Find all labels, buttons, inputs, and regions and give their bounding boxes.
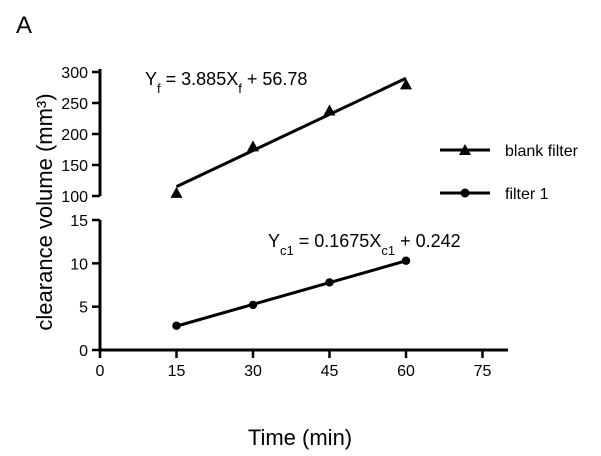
legend-marker-circle [460, 188, 470, 198]
point-blank-filter [323, 104, 336, 116]
fit-line-blank-filter [175, 76, 407, 189]
plot-marks [170, 76, 412, 330]
point-filter-1 [325, 278, 334, 287]
lower-y-tick-label: 10 [70, 256, 88, 273]
point-blank-filter [170, 186, 183, 198]
x-tick-label: 45 [321, 363, 339, 380]
upper-y-tick-label: 250 [61, 96, 88, 113]
fit-line-filter-1 [176, 259, 407, 328]
y-axis-title: clearance volume (mm³) [32, 93, 57, 330]
point-blank-filter [247, 140, 259, 152]
upper-y-axis: 100 150 200 250 300 [61, 65, 102, 206]
legend-marker-triangle [459, 144, 471, 155]
x-axis-title: Time (min) [248, 425, 352, 450]
upper-y-tick-label: 150 [61, 158, 88, 175]
legend: blank filter filter 1 [440, 143, 579, 203]
x-tick-label: 15 [168, 363, 186, 380]
lower-y-tick-label: 5 [79, 300, 88, 317]
x-tick-label: 30 [244, 363, 262, 380]
x-axis: 0 15 30 45 60 75 [96, 348, 508, 380]
lower-y-tick-label: 15 [70, 213, 88, 230]
equation-filter-1: Yc1 = 0.1675Xc1 + 0.242 [268, 231, 461, 258]
legend-label-filter-1: filter 1 [505, 186, 549, 203]
upper-y-tick-label: 100 [61, 189, 88, 206]
lower-y-axis: 0 5 10 15 [70, 213, 102, 360]
x-tick-label: 60 [397, 363, 415, 380]
point-filter-1 [401, 256, 411, 265]
x-tick-label: 0 [96, 363, 105, 380]
point-filter-1 [248, 300, 258, 310]
lower-y-tick-label: 0 [79, 343, 88, 360]
panel-label: A [16, 12, 32, 39]
upper-y-tick-label: 300 [61, 65, 88, 82]
x-tick-label: 75 [474, 363, 492, 380]
point-blank-filter [400, 78, 412, 90]
legend-label-blank-filter: blank filter [505, 143, 579, 160]
equation-blank-filter: Yf = 3.885Xf + 56.78 [145, 69, 307, 96]
point-filter-1 [172, 321, 181, 330]
upper-y-tick-label: 200 [61, 127, 88, 144]
